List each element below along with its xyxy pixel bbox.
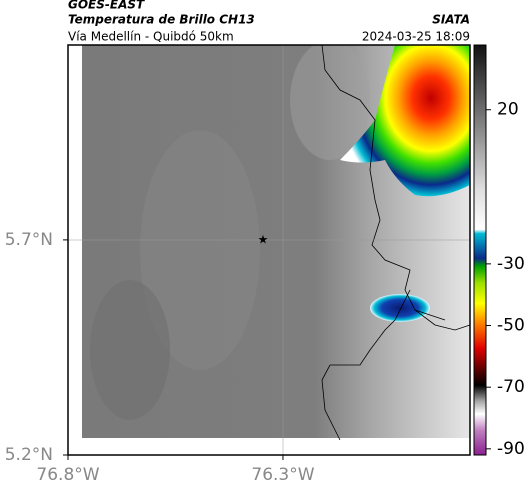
colorbar-tick-label: -50 [497,316,525,336]
timestamp: 2024-03-25 18:09 [362,30,470,44]
x-tick-label: 76.3°W [251,465,314,485]
borders [321,44,471,441]
map-frame [67,44,471,456]
x-tick-label: 76.8°W [36,465,99,485]
brand: SIATA [432,13,470,27]
subtitle: Vía Medellín - Quibdó 50km [68,30,234,44]
colorbar-tick-label: -30 [497,254,525,274]
location-marker: ★ [258,233,269,247]
colorbar-tick-label: -70 [497,377,525,397]
colorbar-tick-label: 20 [497,100,519,120]
margin [68,45,82,455]
title: Temperatura de Brillo CH13 [68,13,255,27]
colorbar [473,44,487,456]
y-tick-label: 5.2°N [5,445,53,465]
axes: 76.8°W 76.3°W 5.2°N 5.7°N 20 -30 -50 -70 -90 [5,100,525,485]
satellite-image [82,45,470,438]
margin [82,438,470,455]
y-tick-label: 5.7°N [5,230,53,250]
source: GOES-EAST [68,0,145,12]
colorbar-tick-label: -90 [497,439,525,459]
